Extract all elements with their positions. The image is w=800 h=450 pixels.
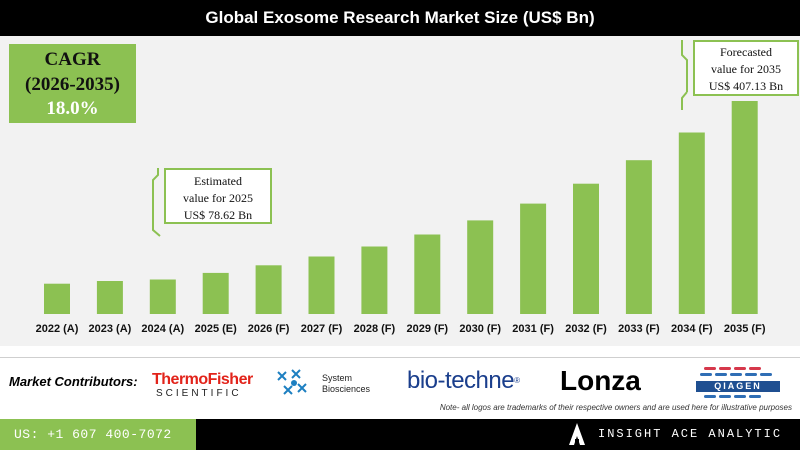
estimated-value-callout: Estimated value for 2025 US$ 78.62 Bn xyxy=(164,168,272,224)
qiagen-wordmark: QIAGEN xyxy=(696,381,780,392)
bar-4 xyxy=(255,265,282,314)
system-biosciences-icon xyxy=(277,369,307,395)
bio-techne-registered-mark: ® xyxy=(514,376,520,385)
x-tick-label-10: 2032 (F) xyxy=(565,323,607,335)
x-tick-label-1: 2023 (A) xyxy=(89,323,132,335)
insight-ace-logo-icon xyxy=(569,423,585,445)
bar-5 xyxy=(308,256,335,314)
x-tick-label-0: 2022 (A) xyxy=(36,323,79,335)
x-tick-label-13: 2035 (F) xyxy=(724,323,766,335)
bar-13 xyxy=(731,101,758,314)
thermofisher-subtitle: SCIENTIFIC xyxy=(156,388,242,399)
x-tick-label-4: 2026 (F) xyxy=(248,323,290,335)
x-tick-label-6: 2028 (F) xyxy=(354,323,396,335)
bar-1 xyxy=(96,281,123,314)
system-biosciences-line1: System xyxy=(322,373,353,383)
section-divider xyxy=(0,357,800,358)
thermofisher-wordmark: ThermoFisher xyxy=(152,371,253,388)
forecasted-line1: Forecasted xyxy=(720,45,772,59)
bar-6 xyxy=(361,246,388,314)
bar-9 xyxy=(520,203,547,314)
bar-11 xyxy=(625,160,652,314)
trademark-note: Note- all logos are trademarks of their … xyxy=(439,403,792,412)
cagr-value: 18.0% xyxy=(46,98,99,119)
bar-2 xyxy=(149,279,176,314)
estimated-line2: value for 2025 xyxy=(183,191,253,205)
bar-8 xyxy=(467,220,494,314)
x-tick-label-12: 2034 (F) xyxy=(671,323,713,335)
estimated-line3: US$ 78.62 Bn xyxy=(183,208,253,222)
bar-chart: 2022 (A) 2023 (A) 2024 (A) 2025 (E) 2026 (F)… xyxy=(36,101,766,335)
bio-techne-logo: bio-techne® xyxy=(407,365,537,397)
cagr-box: CAGR (2026-2035) 18.0% xyxy=(9,44,136,123)
bar-3 xyxy=(202,272,229,314)
system-biosciences-logo: System Biosciences xyxy=(274,366,384,400)
x-tick-label-8: 2030 (F) xyxy=(459,323,501,335)
thermofisher-logo: ThermoFisher SCIENTIFIC xyxy=(148,371,260,401)
forecasted-line2: value for 2035 xyxy=(711,62,781,76)
qiagen-icon xyxy=(700,367,772,398)
x-tick-label-7: 2029 (F) xyxy=(407,323,449,335)
x-tick-label-11: 2033 (F) xyxy=(618,323,660,335)
bars-group xyxy=(44,101,758,314)
cagr-period: (2026-2035) xyxy=(25,74,120,95)
footer-phone: US: +1 607 400-7072 xyxy=(14,427,172,442)
x-tick-label-9: 2031 (F) xyxy=(512,323,554,335)
lonza-logo: Lonza xyxy=(560,365,641,396)
forecasted-value-callout: Forecasted value for 2035 US$ 407.13 Bn xyxy=(693,40,799,96)
x-tick-label-2: 2024 (A) xyxy=(141,323,184,335)
cagr-label: CAGR xyxy=(44,49,101,70)
qiagen-logo: QIAGEN xyxy=(696,366,780,400)
system-biosciences-line2: Biosciences xyxy=(322,384,371,394)
footer-brand: INSIGHT ACE ANALYTIC xyxy=(598,427,783,441)
estimated-line1: Estimated xyxy=(194,174,242,188)
bar-7 xyxy=(414,234,441,314)
bar-10 xyxy=(573,183,599,314)
bio-techne-wordmark: bio-techne xyxy=(407,367,515,394)
x-tick-labels: 2022 (A) 2023 (A) 2024 (A) 2025 (E) 2026 (F)… xyxy=(36,323,766,335)
bar-12 xyxy=(678,132,705,314)
footer-phone-panel xyxy=(0,419,196,450)
x-tick-label-3: 2025 (E) xyxy=(195,323,238,335)
chart-title: Global Exosome Research Market Size (US$… xyxy=(0,0,800,36)
market-contributors-label: Market Contributors: xyxy=(9,374,138,389)
forecasted-line3: US$ 407.13 Bn xyxy=(708,79,784,93)
bar-0 xyxy=(44,283,70,314)
x-tick-label-5: 2027 (F) xyxy=(301,323,343,335)
